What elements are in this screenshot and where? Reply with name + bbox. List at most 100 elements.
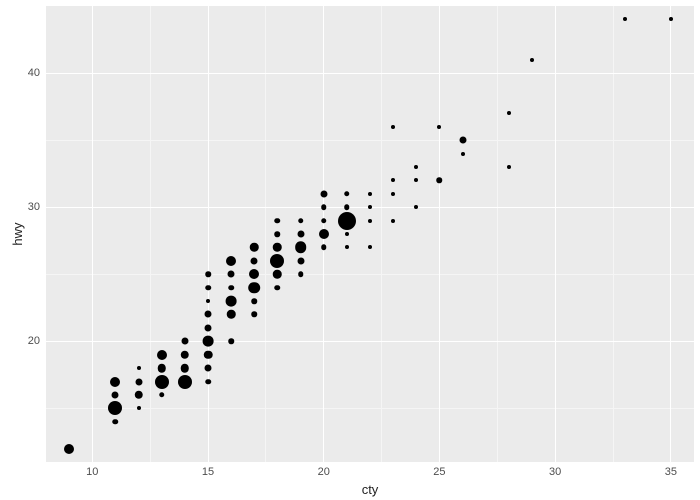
- data-point: [205, 365, 212, 372]
- scatter-chart: hwy cty 10 15 20 25 30 35 20 30 40: [0, 0, 700, 500]
- data-point: [344, 191, 350, 197]
- y-grid-minor: [46, 408, 694, 409]
- data-point: [181, 338, 188, 345]
- data-point: [226, 296, 237, 307]
- x-tick-label: 25: [433, 466, 445, 478]
- x-grid-minor: [265, 6, 266, 462]
- data-point: [391, 178, 395, 182]
- x-tick-label: 15: [202, 466, 214, 478]
- data-point: [414, 178, 418, 182]
- data-point: [273, 243, 282, 252]
- data-point: [228, 285, 234, 291]
- data-point: [461, 152, 465, 156]
- data-point: [252, 312, 258, 318]
- x-grid-major: [208, 6, 209, 462]
- data-point: [181, 364, 190, 373]
- data-point: [205, 379, 211, 385]
- data-point: [368, 245, 372, 249]
- data-point: [530, 58, 534, 62]
- data-point: [368, 205, 372, 209]
- data-point: [275, 218, 281, 224]
- x-grid-minor: [497, 6, 498, 462]
- data-point: [295, 242, 307, 254]
- data-point: [249, 269, 259, 279]
- data-point: [321, 218, 327, 224]
- data-point: [206, 299, 210, 303]
- data-point: [391, 219, 395, 223]
- data-point: [205, 285, 211, 291]
- data-point: [298, 218, 304, 224]
- y-grid-major: [46, 341, 694, 342]
- data-point: [137, 406, 141, 410]
- data-point: [203, 336, 214, 347]
- data-point: [437, 125, 441, 129]
- data-point: [275, 231, 281, 237]
- data-point: [112, 391, 119, 398]
- data-point: [507, 165, 511, 169]
- data-point: [321, 245, 327, 251]
- data-point: [273, 270, 282, 279]
- plot-area: [46, 6, 694, 462]
- data-point: [368, 192, 372, 196]
- x-grid-minor: [381, 6, 382, 462]
- data-point: [319, 229, 329, 239]
- x-tick-label: 10: [86, 466, 98, 478]
- data-point: [159, 392, 165, 398]
- data-point: [248, 282, 260, 294]
- data-point: [344, 204, 350, 210]
- data-point: [391, 192, 395, 196]
- data-point: [178, 375, 192, 389]
- y-grid-minor: [46, 140, 694, 141]
- data-point: [507, 111, 511, 115]
- data-point: [134, 391, 143, 400]
- x-tick-label: 20: [318, 466, 330, 478]
- data-point: [345, 245, 349, 249]
- data-point: [110, 377, 120, 387]
- data-point: [108, 401, 122, 415]
- data-point: [320, 190, 327, 197]
- x-grid-major: [92, 6, 93, 462]
- data-point: [368, 219, 372, 223]
- data-point: [437, 178, 443, 184]
- x-tick-label: 35: [665, 466, 677, 478]
- data-point: [181, 350, 190, 359]
- data-point: [228, 339, 234, 345]
- x-grid-major: [670, 6, 671, 462]
- y-tick-label: 40: [0, 67, 40, 79]
- y-grid-minor: [46, 274, 694, 275]
- data-point: [345, 232, 349, 236]
- data-point: [137, 366, 141, 370]
- data-point: [459, 137, 466, 144]
- x-tick-label: 30: [549, 466, 561, 478]
- data-point: [297, 257, 304, 264]
- data-point: [391, 125, 395, 129]
- y-grid-major: [46, 73, 694, 74]
- data-point: [157, 364, 166, 373]
- data-point: [414, 205, 418, 209]
- x-axis-title: cty: [362, 482, 379, 497]
- x-grid-major: [439, 6, 440, 462]
- data-point: [275, 285, 281, 291]
- x-grid-minor: [150, 6, 151, 462]
- data-point: [252, 298, 258, 304]
- data-point: [321, 204, 327, 210]
- data-point: [135, 378, 142, 385]
- y-tick-label: 30: [0, 201, 40, 213]
- y-axis-title: hwy: [10, 222, 25, 245]
- y-tick-label: 20: [0, 335, 40, 347]
- data-point: [157, 350, 167, 360]
- data-point: [205, 324, 212, 331]
- data-point: [270, 254, 284, 268]
- data-point: [113, 419, 119, 425]
- data-point: [205, 271, 211, 277]
- data-point: [227, 310, 236, 319]
- data-point: [297, 231, 304, 238]
- x-grid-major: [555, 6, 556, 462]
- data-point: [298, 271, 304, 277]
- data-point: [204, 350, 213, 359]
- data-point: [251, 257, 258, 264]
- data-point: [669, 17, 673, 21]
- data-point: [250, 243, 259, 252]
- x-grid-minor: [613, 6, 614, 462]
- data-point: [155, 375, 169, 389]
